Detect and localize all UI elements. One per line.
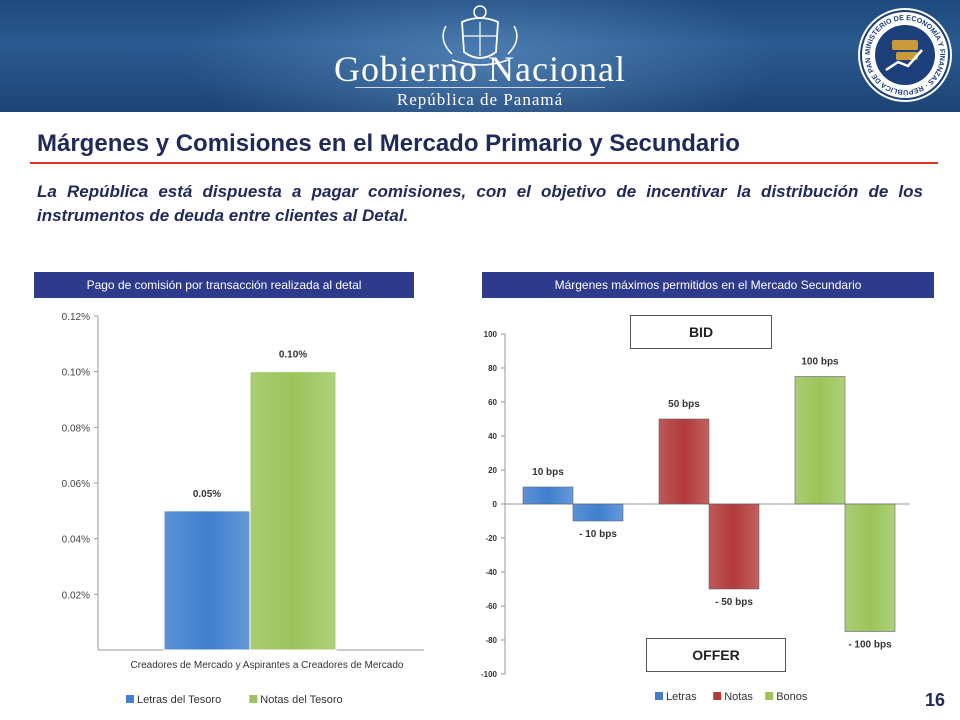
legend-swatch	[713, 692, 722, 700]
y-tick-label: 0.08%	[62, 423, 90, 434]
legend-label: Notas del Tesoro	[260, 694, 342, 706]
y-tick-label: 0.04%	[62, 535, 90, 546]
bid-data-label: 10 bps	[532, 467, 564, 478]
y-tick-label: 100	[484, 330, 498, 339]
y-tick-label: -100	[481, 670, 498, 679]
y-tick-label: 0	[493, 500, 498, 509]
bid-bar-letras	[522, 486, 574, 505]
data-label: 0.10%	[279, 350, 307, 361]
right-panel-header: Márgenes máximos permitidos en el Mercad…	[482, 272, 934, 298]
offer-bar-notas	[708, 503, 760, 590]
header-banner: Gobierno Nacional República de Panamá MI…	[0, 0, 960, 112]
margins-chart: -100 -80 -60 -40 -20 0 20 40 60 80 100 10 bps - 10 b…	[481, 330, 910, 703]
legend-swatch	[249, 695, 258, 703]
bid-bar-notas	[658, 418, 710, 505]
bid-label: BID	[630, 315, 772, 349]
bar-notas-del-tesoro	[249, 371, 337, 651]
y-tick-label: -20	[485, 534, 497, 543]
y-tick-label: 20	[488, 466, 497, 475]
bid-data-label: 100 bps	[801, 357, 839, 368]
left-panel-header: Pago de comisión por transacción realiza…	[34, 272, 414, 298]
legend-swatch	[126, 695, 134, 703]
offer-data-label: - 100 bps	[848, 640, 892, 651]
bid-bar-bonos	[794, 376, 846, 505]
y-tick-label: -80	[485, 636, 497, 645]
title-rule	[30, 162, 938, 164]
legend-swatch	[765, 692, 774, 700]
page-title: Márgenes y Comisiones en el Mercado Prim…	[37, 130, 740, 157]
banner-title: Gobierno Nacional	[334, 49, 626, 89]
y-tick-label: 60	[488, 398, 497, 407]
y-tick-label: 0.10%	[62, 368, 90, 379]
legend-swatch	[655, 692, 663, 700]
intro-paragraph: La República está dispuesta a pagar comi…	[37, 182, 923, 225]
offer-bar-letras	[572, 503, 624, 522]
y-tick-label: -40	[485, 568, 497, 577]
x-category-label: Creadores de Mercado y Aspirantes a Crea…	[131, 660, 404, 671]
banner-divider	[355, 87, 605, 88]
offer-bar-bonos	[844, 503, 896, 632]
y-tick-label: 0.02%	[62, 590, 90, 601]
commission-chart: 0.02% 0.04% 0.06% 0.08% 0.10% 0.12% 0.05% 0.10%…	[62, 312, 424, 706]
ministry-seal-icon: MINISTERIO DE ECONOMÍA Y FINANZAS · REPÚ…	[856, 6, 952, 102]
y-tick-label: 40	[488, 432, 497, 441]
y-tick-label: 0.12%	[62, 312, 90, 323]
legend-label: Notas	[724, 691, 753, 703]
banner-subtitle: República de Panamá	[396, 90, 564, 109]
coat-of-arms-icon	[442, 5, 518, 66]
legend-label: Letras	[666, 691, 697, 703]
bar-letras-del-tesoro	[163, 510, 251, 651]
y-tick-label: -60	[485, 602, 497, 611]
offer-data-label: - 10 bps	[579, 529, 617, 540]
bid-data-label: 50 bps	[668, 399, 700, 410]
offer-data-label: - 50 bps	[715, 597, 753, 608]
page-number: 16	[925, 690, 946, 710]
y-tick-label: 80	[488, 364, 497, 373]
legend-label: Bonos	[776, 691, 808, 703]
offer-label: OFFER	[646, 638, 786, 672]
legend-label: Letras del Tesoro	[137, 694, 221, 706]
data-label: 0.05%	[193, 489, 221, 500]
y-tick-label: 0.06%	[62, 479, 90, 490]
